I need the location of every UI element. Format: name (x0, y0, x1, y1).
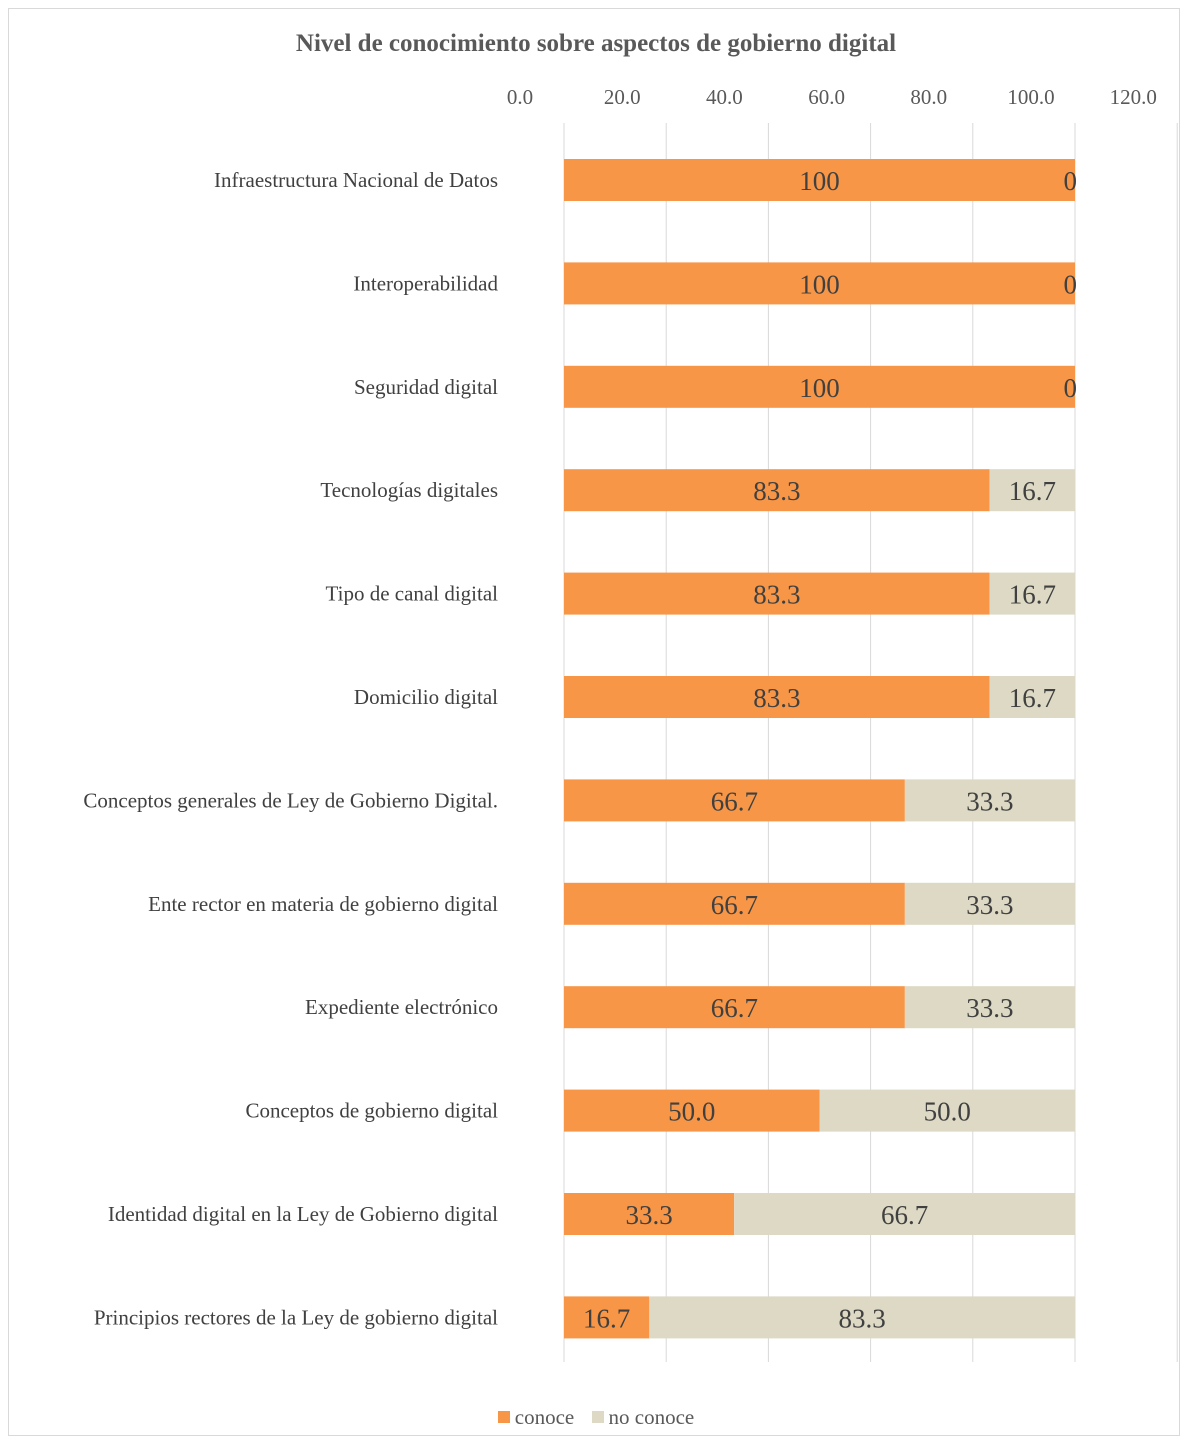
category-label: Principios rectores de la Ley de gobiern… (94, 1305, 498, 1329)
data-label-conoce: 33.3 (625, 1200, 672, 1230)
data-label-no-conoce: 0 (1064, 269, 1078, 299)
data-label-conoce: 83.3 (753, 476, 800, 506)
x-tick-label: 40.0 (706, 85, 743, 109)
data-label-no-conoce: 33.3 (966, 786, 1013, 816)
data-label-no-conoce: 33.3 (966, 993, 1013, 1023)
bar-no-conoce (989, 469, 1075, 512)
legend-item-no-conoce: no conoce (591, 1404, 695, 1430)
x-tick-label: 0.0 (507, 85, 533, 109)
bar-no-conoce (734, 1193, 1075, 1235)
bar-conoce (564, 779, 905, 822)
data-label-conoce: 83.3 (753, 580, 800, 610)
data-label-conoce: 16.7 (583, 1303, 630, 1333)
data-label-no-conoce: 16.7 (1009, 683, 1056, 713)
bar-no-conoce (649, 1296, 1075, 1339)
data-label-no-conoce: 50.0 (924, 1097, 971, 1127)
bar-no-conoce (989, 676, 1075, 718)
data-label-conoce: 100 (799, 166, 840, 196)
category-label: Tipo de canal digital (326, 582, 499, 606)
data-label-no-conoce: 0 (1064, 373, 1078, 403)
x-tick-label: 20.0 (604, 85, 641, 109)
data-label-conoce: 66.7 (711, 786, 758, 816)
category-label: Expediente electrónico (305, 995, 498, 1019)
data-label-conoce: 100 (799, 269, 840, 299)
bar-no-conoce (904, 779, 1075, 822)
bar-conoce (564, 1193, 735, 1235)
category-label: Interoperabilidad (353, 271, 498, 295)
bar-conoce (564, 1089, 820, 1132)
category-label: Conceptos generales de Ley de Gobierno D… (83, 788, 498, 812)
data-label-conoce: 50.0 (668, 1097, 715, 1127)
bar-conoce (564, 365, 1075, 408)
data-label-conoce: 83.3 (753, 683, 800, 713)
data-label-no-conoce: 16.7 (1009, 476, 1056, 506)
bar-conoce (564, 1296, 650, 1339)
data-label-no-conoce: 66.7 (881, 1200, 928, 1230)
category-label: Tecnologías digitales (320, 478, 498, 502)
category-label: Conceptos de gobierno digital (245, 1099, 498, 1123)
category-label: Seguridad digital (354, 375, 498, 399)
legend-item-conoce: conoce (497, 1404, 575, 1430)
chart-title: Nivel de conocimiento sobre aspectos de … (295, 30, 897, 57)
bar-no-conoce (904, 882, 1075, 925)
legend-swatch-no-conoce (591, 1411, 604, 1423)
bar-no-conoce (904, 986, 1075, 1029)
category-label: Ente rector en materia de gobierno digit… (148, 892, 498, 916)
legend: conoce no conoce (0, 1404, 1192, 1430)
legend-label-no-conoce: no conoce (608, 1404, 695, 1429)
category-label: Domicilio digital (354, 685, 498, 709)
data-label-no-conoce: 83.3 (839, 1303, 886, 1333)
data-label-conoce: 66.7 (711, 993, 758, 1023)
category-label: Infraestructura Nacional de Datos (214, 168, 498, 192)
x-tick-label: 60.0 (808, 85, 845, 109)
x-tick-label: 100.0 (1007, 85, 1054, 109)
legend-label-conoce: conoce (514, 1404, 575, 1429)
bar-conoce (564, 882, 905, 925)
bar-conoce (564, 572, 990, 615)
data-label-no-conoce: 33.3 (966, 890, 1013, 920)
data-label-no-conoce: 0 (1064, 166, 1078, 196)
x-tick-label: 80.0 (910, 85, 947, 109)
bar-conoce (564, 986, 905, 1029)
x-tick-label: 120.0 (1110, 85, 1157, 109)
data-label-conoce: 66.7 (711, 890, 758, 920)
bar-conoce (564, 262, 1075, 305)
bar-conoce (564, 676, 990, 718)
data-label-no-conoce: 16.7 (1009, 580, 1056, 610)
legend-swatch-conoce (497, 1411, 510, 1423)
bar-conoce (564, 469, 990, 512)
data-label-conoce: 100 (799, 373, 840, 403)
bar-conoce (564, 159, 1075, 201)
category-label: Identidad digital en la Ley de Gobierno … (108, 1202, 498, 1226)
bar-no-conoce (989, 572, 1075, 615)
bar-no-conoce (819, 1089, 1075, 1132)
